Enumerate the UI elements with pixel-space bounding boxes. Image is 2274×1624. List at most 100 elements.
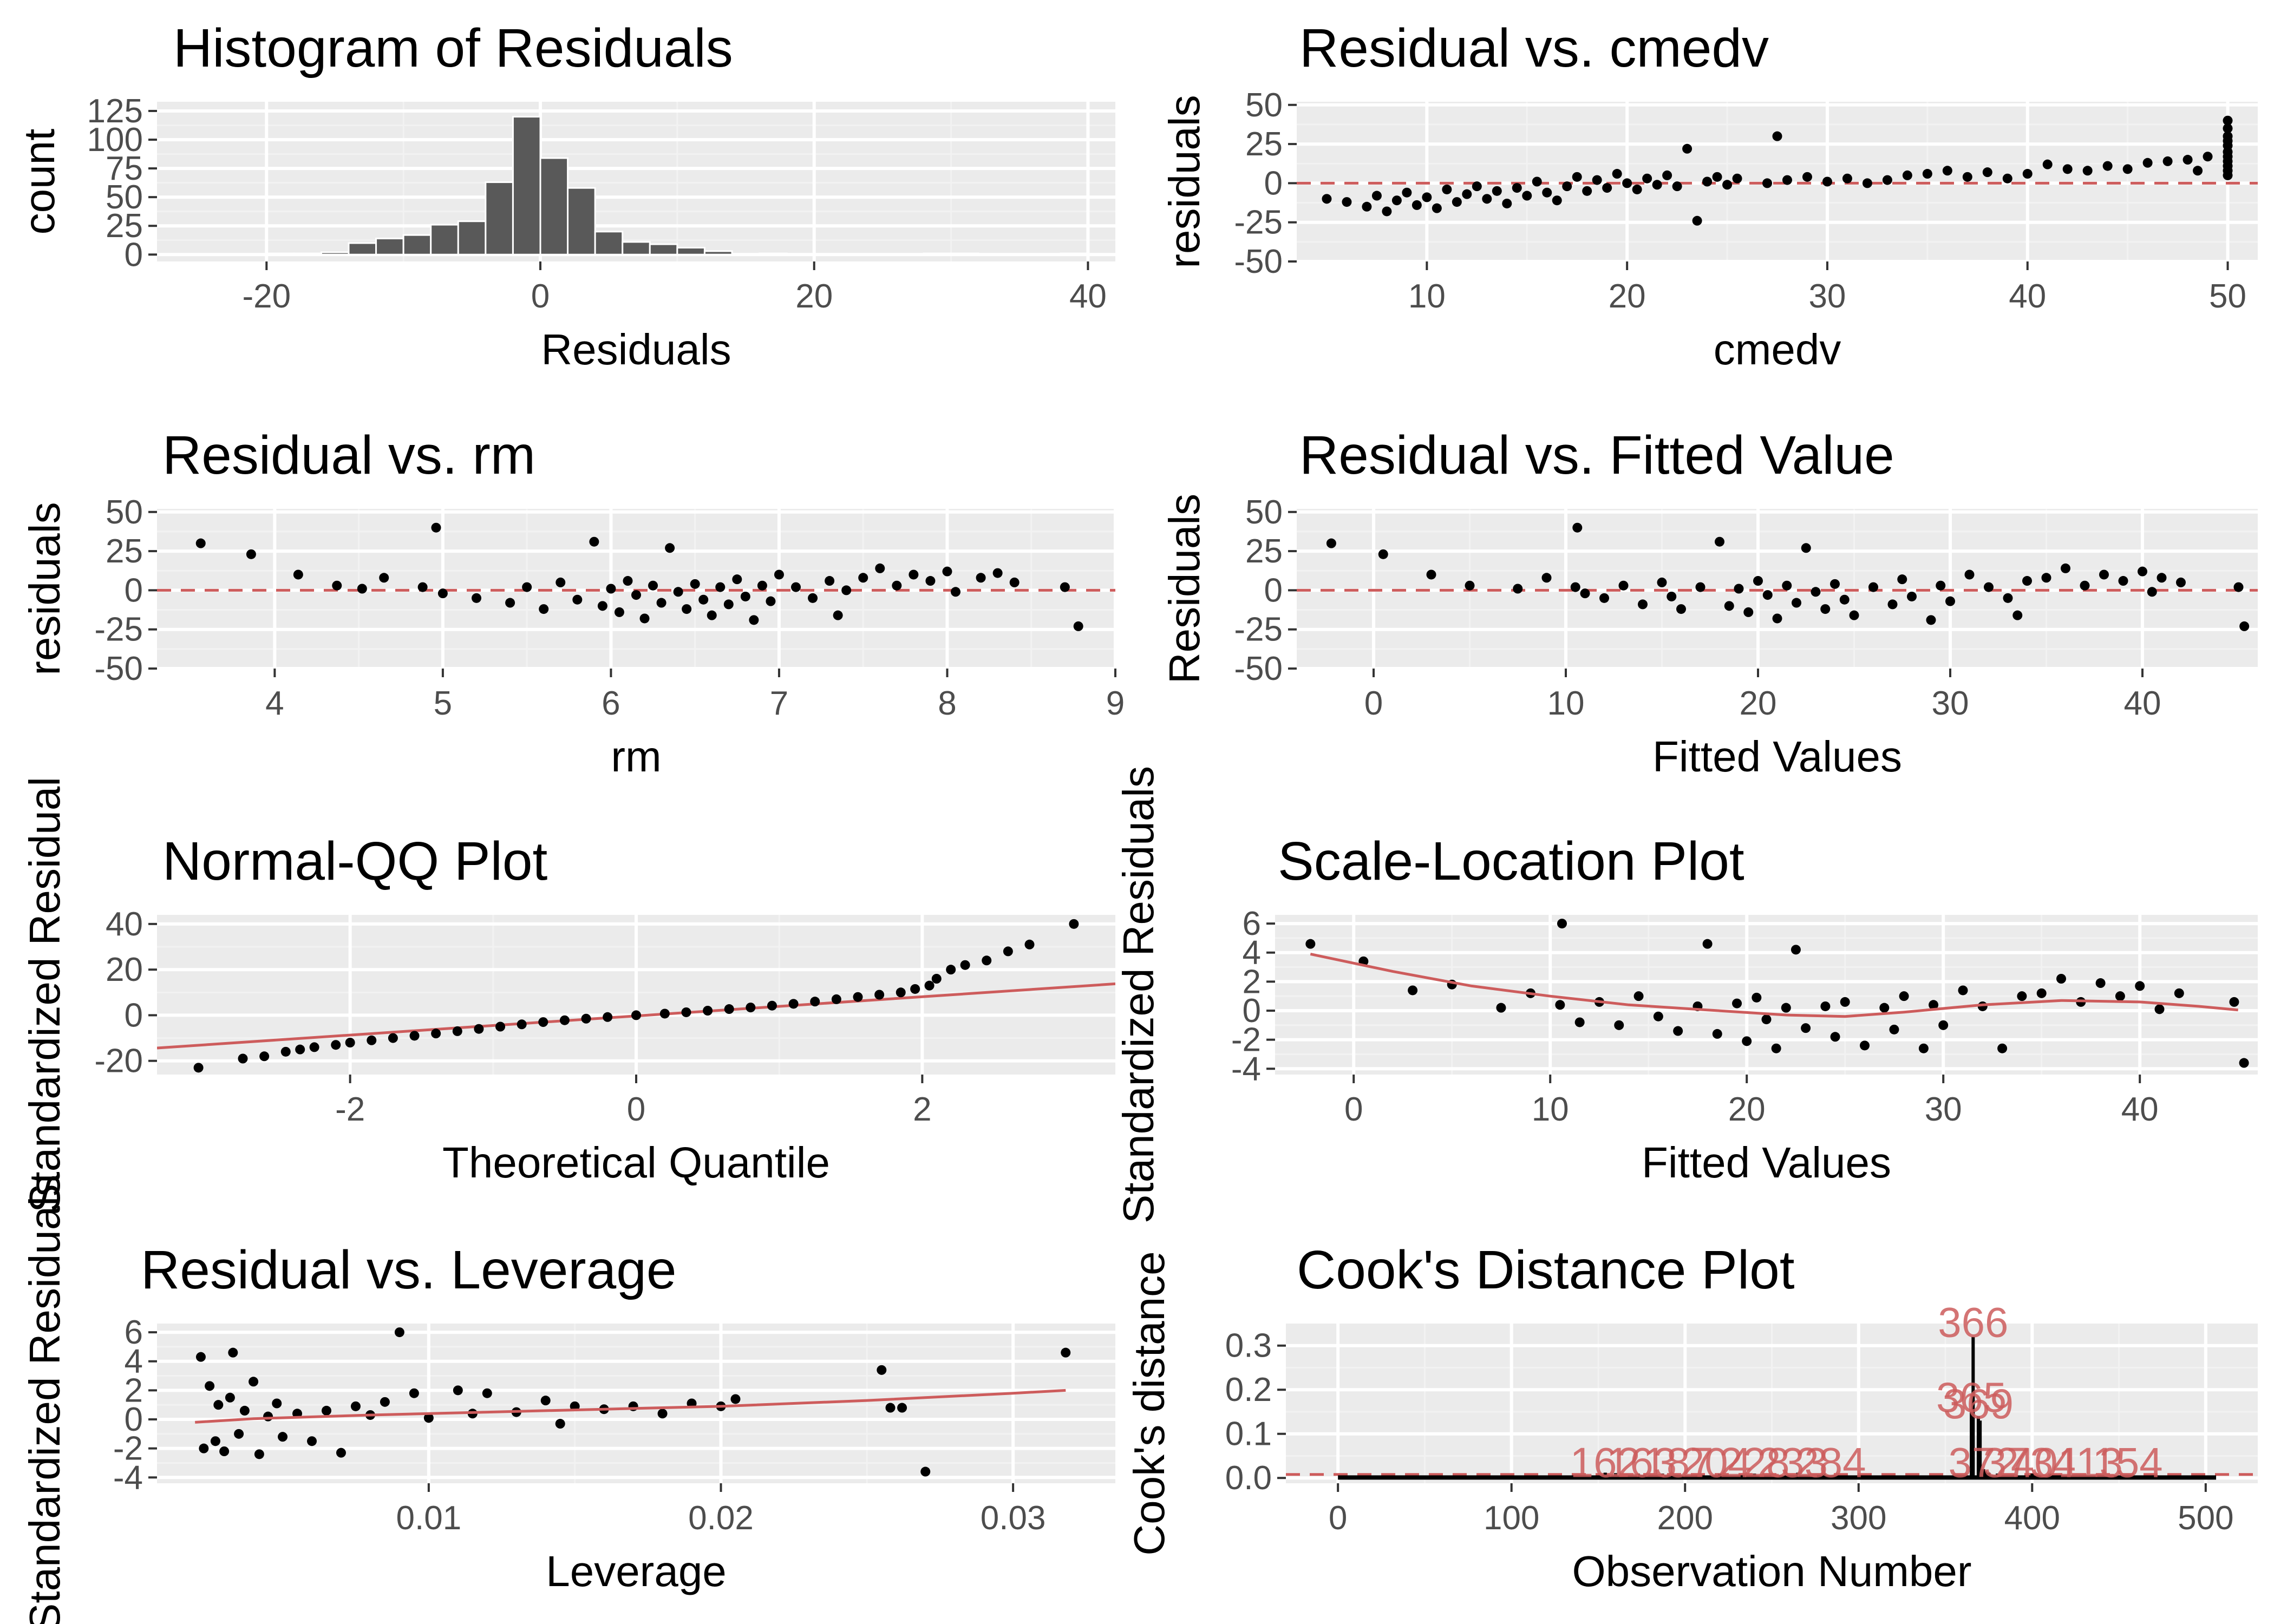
data-point [474,1024,484,1034]
data-point [1552,195,1562,206]
data-point [505,598,515,608]
data-point [278,1432,288,1442]
y-axis-label: Standardized Residuals [21,1175,69,1624]
data-point [1820,1001,1831,1011]
data-layer [1305,919,2249,1068]
y-axis-label: residuals [21,502,69,675]
data-point [951,587,960,597]
cooks-point-label: 413 [2053,1439,2123,1487]
data-point [2003,593,2013,603]
data-point [757,580,767,591]
data-point [2042,159,2053,169]
chart-title: Normal-QQ Plot [162,831,547,892]
data-point [1732,998,1742,1009]
data-point [1408,985,1418,996]
data-point [877,1365,887,1375]
data-point [698,594,709,605]
data-point [724,1004,734,1014]
y-tick-label: 20 [106,951,143,988]
data-point [1391,195,1402,206]
x-tick-label: 8 [938,685,956,722]
data-point [2239,1058,2249,1068]
data-point [623,576,633,586]
data-point [2041,573,2051,583]
data-point [1802,172,1812,182]
data-point [195,538,206,548]
x-tick-label: 30 [1808,278,1846,315]
chart-title: Residual vs. Fitted Value [1299,425,1894,486]
data-point [1024,939,1035,949]
data-point [1791,945,1801,955]
y-axis-label: Standardized Residuals [1114,766,1162,1223]
data-point [295,1044,305,1055]
data-point [1712,172,1722,182]
y-tick-label: 2 [125,1372,143,1409]
data-point [263,1411,273,1422]
data-point [1889,1024,1899,1034]
data-point [2138,566,2147,577]
chart-title: Residual vs. rm [162,425,535,486]
data-point [1003,946,1013,957]
data-point [925,576,936,586]
data-point [1958,985,1968,996]
data-point [1945,596,1955,606]
data-point [1762,178,1773,188]
y-tick-label: 0.3 [1225,1327,1272,1365]
data-point [1820,604,1831,614]
data-point [1305,939,1316,949]
data-point [589,536,599,547]
data-point [1862,178,1872,188]
data-point [767,1000,777,1011]
data-point [1938,1020,1949,1030]
data-point [517,1019,527,1030]
x-axis-label: Observation Number [1572,1547,1971,1595]
y-tick-label: -4 [113,1459,143,1496]
data-point [431,522,441,533]
data-point [555,1419,565,1429]
x-tick-label: -2 [335,1091,365,1128]
x-tick-label: 7 [770,685,788,722]
data-point [472,593,481,603]
x-tick-label: -20 [242,278,291,315]
data-point [1715,536,1724,547]
data-point [1868,582,1878,592]
x-tick-label: 50 [2209,278,2246,315]
data-point [1442,184,1452,194]
y-axis-label: count [15,129,63,235]
data-point [2099,569,2109,580]
histogram-bar [265,252,295,256]
data-point [1472,181,1482,192]
x-tick-label: 10 [1547,685,1585,722]
data-point [1378,549,1388,559]
data-point [1570,582,1580,592]
data-point [715,582,726,592]
y-tick-label: 25 [106,533,143,570]
data-point [2122,164,2133,174]
data-point [1882,175,1892,185]
data-point [603,1012,613,1022]
data-point [2061,563,2070,573]
data-point [367,1035,377,1045]
data-layer [1297,522,2258,631]
x-tick-label: 10 [1408,278,1446,315]
x-tick-label: 2 [913,1091,931,1128]
data-point [1502,198,1512,208]
y-tick-label: -4 [1231,1050,1261,1088]
x-tick-label: 200 [1657,1499,1713,1537]
data-point [606,584,616,594]
data-point [228,1347,238,1358]
data-point [1592,175,1602,185]
data-point [2095,978,2106,988]
histogram-bar [485,181,514,256]
x-axis-label: rm [611,732,661,781]
data-point [1753,576,1763,586]
data-point [1426,569,1436,580]
data-point [1942,166,1952,176]
data-point [825,576,835,586]
data-point [309,1042,319,1052]
y-tick-label: 0 [1243,992,1261,1030]
data-point [749,615,759,625]
data-point [1642,173,1652,184]
